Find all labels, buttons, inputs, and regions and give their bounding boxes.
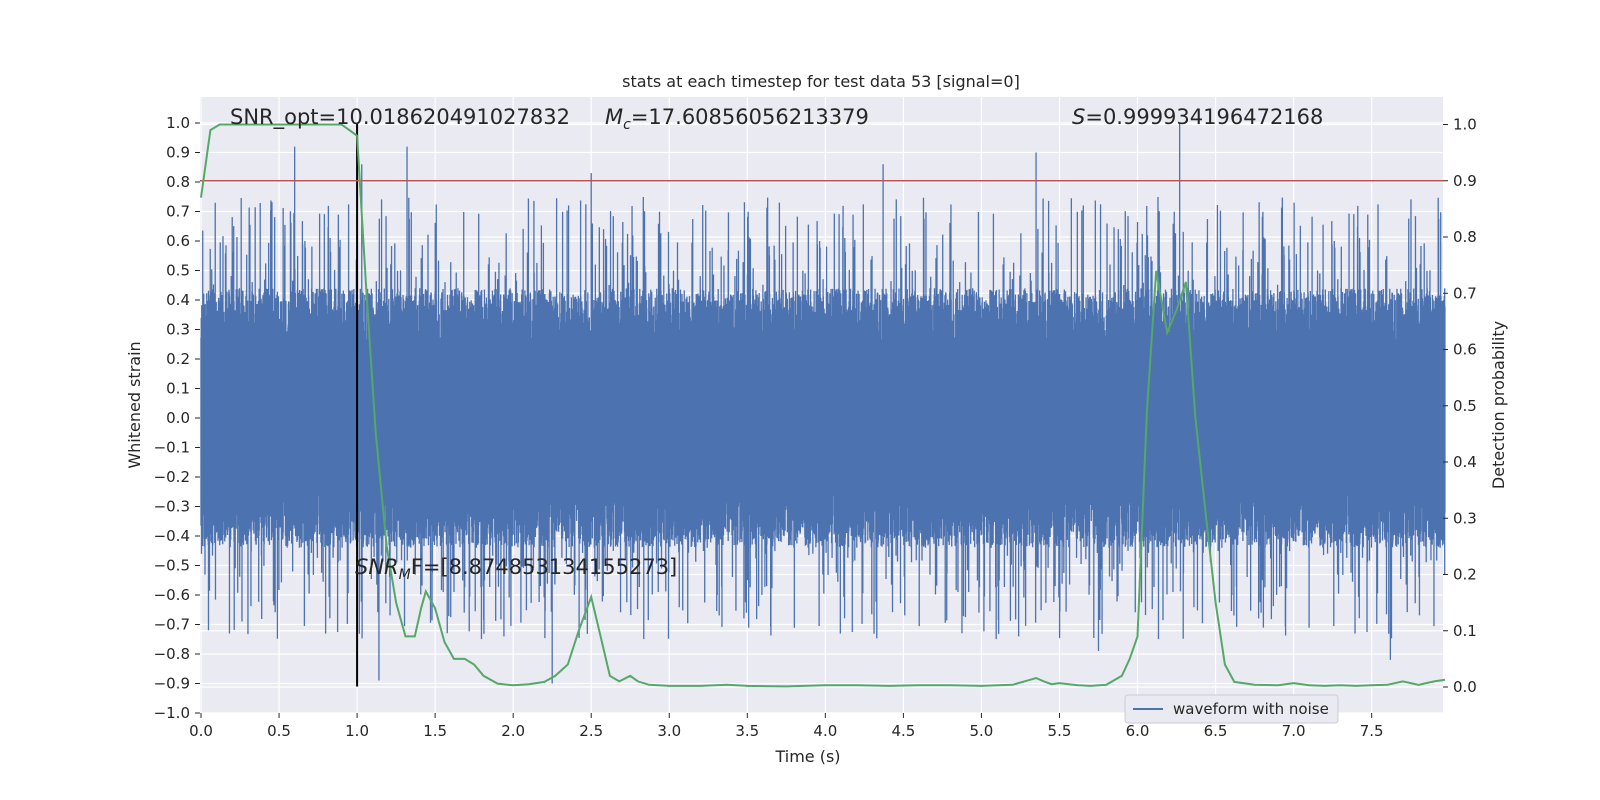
- y-left-tick-label: 1.0: [166, 114, 190, 132]
- x-tick-label: 3.0: [657, 722, 681, 740]
- x-axis-label: Time (s): [774, 747, 840, 766]
- legend: waveform with noise: [1124, 694, 1339, 724]
- legend-box: [1124, 694, 1339, 724]
- y-left-tick-label: −0.2: [154, 468, 190, 486]
- series-detection-probability: [200, 123, 1446, 688]
- y-left-tick-label: 0.4: [166, 291, 190, 309]
- x-tick-label: 1.5: [423, 722, 447, 740]
- y-left-tick-label: −0.4: [154, 527, 190, 545]
- annotation-snr-mf: SNRMF=[8.874853134155273]: [355, 555, 677, 583]
- y-right-tick-label: 0.5: [1453, 397, 1477, 415]
- y-right-tick-label: 0.1: [1453, 622, 1477, 640]
- y-left-tick-label: −0.6: [154, 586, 190, 604]
- x-tick-label: 4.5: [891, 722, 915, 740]
- y-right-axis-ticks: 1.0 0.9 0.8 0.7 0.6 0.5 0.4 0.3 0.2 0.1 0.0: [1443, 116, 1477, 696]
- x-tick-label: 6.0: [1126, 722, 1150, 740]
- y-right-tick-label: 1.0: [1453, 116, 1477, 134]
- x-tick-label: 7.0: [1282, 722, 1306, 740]
- y-left-tick-label: 0.0: [166, 409, 190, 427]
- annotation-s: S=0.999934196472168: [1072, 105, 1323, 129]
- y-left-tick-label: −0.1: [154, 439, 190, 457]
- x-axis-ticks: 0.0 0.5 1.0 1.5 2.0 2.5 3.0 3.5 4.0 4.5 5.0 5.5 6.0 6…: [189, 713, 1384, 740]
- x-tick-label: 6.5: [1204, 722, 1228, 740]
- y-left-tick-label: −0.3: [154, 498, 190, 516]
- y-left-tick-label: 0.1: [166, 380, 190, 398]
- x-tick-label: 5.5: [1048, 722, 1072, 740]
- x-tick-label: 5.0: [969, 722, 993, 740]
- y-left-axis-label: Whitened strain: [125, 341, 144, 468]
- y-left-tick-label: −0.7: [154, 616, 190, 634]
- y-left-tick-label: −0.8: [154, 645, 190, 663]
- y-right-tick-label: 0.2: [1453, 566, 1477, 584]
- y-left-tick-label: 0.6: [166, 232, 190, 250]
- y-left-tick-label: −0.5: [154, 557, 190, 575]
- y-right-tick-label: 0.0: [1453, 678, 1477, 696]
- y-right-tick-label: 0.7: [1453, 284, 1477, 302]
- y-left-axis-ticks: 1.0 0.9 0.8 0.7 0.6 0.5 0.4 0.3 0.2 0.1 0.0 −0.1 −0.…: [154, 114, 200, 722]
- x-tick-label: 2.5: [579, 722, 603, 740]
- chart-title: stats at each timestep for test data 53 …: [622, 72, 1020, 91]
- x-tick-label: 0.5: [267, 722, 291, 740]
- y-right-tick-label: 0.6: [1453, 341, 1477, 359]
- y-left-tick-label: −1.0: [154, 704, 190, 722]
- annotation-mc: Mc=17.60856056213379: [605, 105, 869, 133]
- x-tick-label: 1.0: [345, 722, 369, 740]
- waveform-path: [200, 123, 1446, 684]
- y-right-tick-label: 0.8: [1453, 228, 1477, 246]
- annotation-snr-opt: SNR_opt=10.018620491027832: [230, 105, 570, 130]
- y-left-tick-label: 0.8: [166, 173, 190, 191]
- x-tick-label: 4.0: [813, 722, 837, 740]
- x-tick-label: 2.0: [501, 722, 525, 740]
- y-right-tick-label: 0.4: [1453, 453, 1477, 471]
- legend-entry: waveform with noise: [1173, 700, 1329, 718]
- y-left-tick-label: 0.9: [166, 144, 190, 162]
- y-left-tick-label: 0.2: [166, 350, 190, 368]
- x-tick-label: 0.0: [189, 722, 213, 740]
- series-waveform-with-noise: [200, 123, 1446, 684]
- x-tick-label: 3.5: [735, 722, 759, 740]
- y-left-tick-label: 0.7: [166, 203, 190, 221]
- y-left-tick-label: 0.5: [166, 262, 190, 280]
- y-left-tick-label: −0.9: [154, 675, 190, 693]
- y-right-tick-label: 0.3: [1453, 509, 1477, 527]
- y-right-axis-label: Detection probability: [1489, 321, 1508, 489]
- y-left-tick-label: 0.3: [166, 321, 190, 339]
- y-right-tick-label: 0.9: [1453, 172, 1477, 190]
- x-tick-label: 7.5: [1360, 722, 1384, 740]
